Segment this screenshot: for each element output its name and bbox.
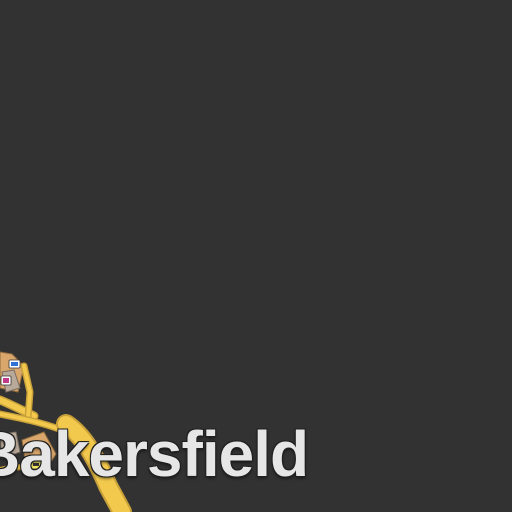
parking-icon[interactable] bbox=[8, 359, 21, 369]
cafe-icon[interactable] bbox=[29, 459, 43, 470]
road-minor bbox=[22, 364, 32, 420]
hotel-icon[interactable] bbox=[0, 375, 12, 386]
road-major bbox=[58, 416, 130, 512]
road-network bbox=[0, 362, 132, 512]
road-minor bbox=[0, 465, 30, 472]
road-minor bbox=[0, 412, 64, 432]
shop-icon[interactable] bbox=[3, 435, 14, 446]
city-label: Bakersfield bbox=[0, 418, 309, 490]
